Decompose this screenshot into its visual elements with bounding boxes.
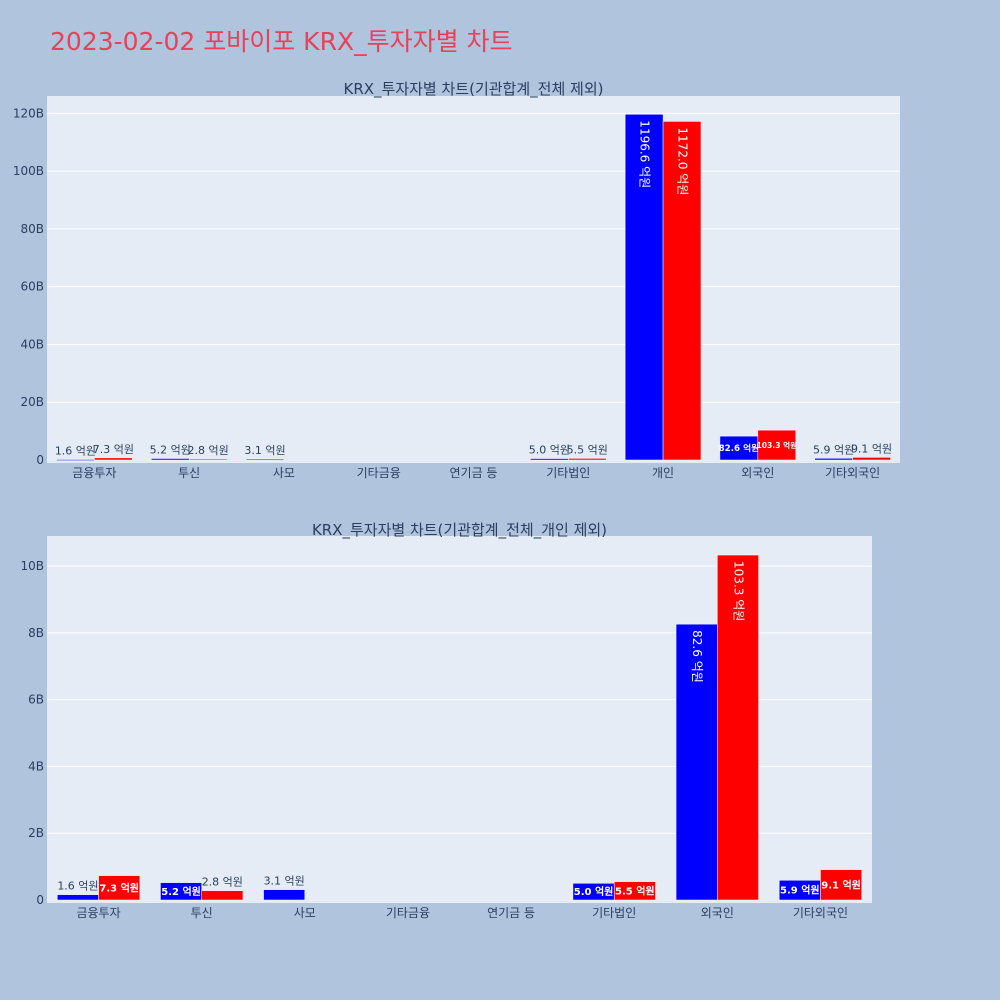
data-label: 82.6 억원 (690, 630, 704, 683)
y-tick-label: 20B (20, 395, 44, 409)
data-label: 1172.0 억원 (676, 127, 690, 195)
data-label: 3.1 억원 (244, 444, 285, 457)
bar (201, 890, 244, 901)
data-label: 103.3 억원 (756, 440, 797, 450)
x-tick-label: 사모 (294, 906, 316, 920)
x-tick-label: 기타금융 (357, 466, 401, 480)
bar (814, 458, 853, 461)
y-tick-label: 80B (20, 222, 44, 236)
chart-title: KRX_투자자별 차트(기관합계_전체_개인 제외) (312, 521, 607, 540)
data-label: 1196.6 억원 (638, 120, 652, 188)
x-tick-label: 투신 (178, 466, 200, 480)
bar (188, 458, 228, 461)
x-tick-label: 기타금융 (386, 906, 430, 920)
bar (98, 875, 141, 901)
bar (151, 458, 190, 461)
data-label: 3.1 억원 (264, 875, 305, 888)
chart-1: 0 20B 40B 60B 80B 100B 120B KRX_투자자별 차트(기관합계_전체… (13, 80, 900, 480)
y-tick-label: 4B (28, 759, 44, 773)
bar (662, 121, 702, 461)
y-tick-label: 10B (20, 559, 44, 573)
data-label: 2.8 억원 (202, 876, 243, 889)
data-label: 103.3 억원 (731, 561, 745, 621)
plot-area (47, 96, 900, 463)
y-tick-label: 8B (28, 626, 44, 640)
bar (675, 623, 718, 901)
data-label: 7.3 억원 (99, 881, 139, 894)
data-label: 5.0 억원 (529, 444, 570, 457)
bar (568, 458, 607, 461)
data-label: 1.6 억원 (57, 880, 98, 893)
y-tick-label: 120B (13, 106, 44, 120)
bar (530, 458, 569, 461)
data-label: 5.9 억원 (780, 884, 820, 897)
x-tick-label: 연기금 등 (487, 906, 535, 920)
bar (56, 459, 95, 461)
y-tick-label: 2B (28, 826, 44, 840)
data-label: 2.8 억원 (188, 444, 229, 457)
bar (57, 894, 99, 901)
data-label: 5.9 억원 (813, 443, 854, 456)
y-tick-label: 6B (28, 693, 44, 707)
bar (613, 881, 656, 901)
data-label: 7.3 억원 (93, 443, 134, 456)
y-tick-label: 40B (20, 337, 44, 351)
bar (757, 429, 796, 461)
bar (820, 869, 862, 901)
x-tick-label: 기타외국인 (825, 466, 880, 480)
x-tick-label: 기타법인 (592, 906, 636, 920)
y-tick-label: 0 (36, 453, 44, 467)
bar (852, 457, 891, 461)
data-label: 9.1 억원 (851, 442, 892, 455)
x-tick-label: 금융투자 (76, 906, 120, 920)
data-label: 5.5 억원 (615, 884, 655, 897)
bar (94, 457, 133, 461)
x-tick-label: 기타법인 (546, 466, 590, 480)
bar (245, 458, 285, 461)
x-tick-label: 사모 (273, 466, 295, 480)
data-label: 5.2 억원 (161, 885, 201, 898)
x-tick-label: 외국인 (741, 466, 774, 480)
page-title: 2023-02-02 포바이포 KRX_투자자별 차트 (50, 27, 513, 56)
y-tick-label: 60B (20, 280, 44, 294)
data-label: 5.2 억원 (150, 443, 191, 456)
chart-title: KRX_투자자별 차트(기관합계_전체 제외) (344, 80, 604, 99)
chart-2: 0 2B 4B 6B 8B 10B KRX_투자자별 차트(기관합계_전체_개인 제외) 금융… (20, 521, 872, 920)
bar (717, 554, 759, 901)
x-tick-label: 연기금 등 (450, 466, 498, 480)
x-tick-label: 금융투자 (72, 466, 116, 480)
x-tick-label: 기타외국인 (793, 906, 848, 920)
data-label: 5.0 억원 (574, 885, 614, 898)
data-label: 82.6 억원 (719, 442, 759, 454)
x-tick-label: 투신 (191, 906, 213, 920)
x-tick-label: 개인 (652, 466, 674, 480)
y-tick-label: 0 (36, 893, 44, 907)
data-label: 5.5 억원 (567, 443, 608, 456)
bar (263, 889, 306, 901)
data-label: 1.6 억원 (55, 445, 96, 458)
y-tick-label: 100B (13, 164, 44, 178)
x-tick-label: 외국인 (701, 906, 734, 920)
data-label: 9.1 억원 (821, 878, 861, 891)
